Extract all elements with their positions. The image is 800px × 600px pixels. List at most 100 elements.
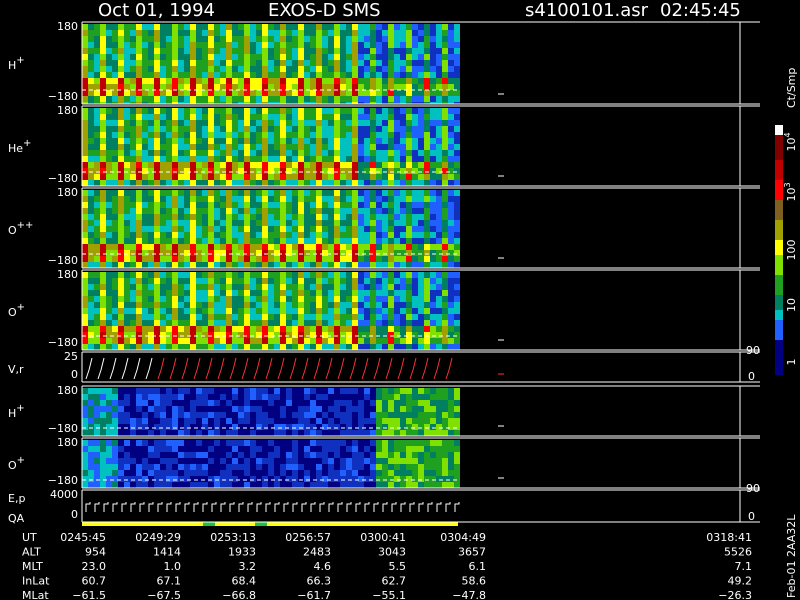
spectrogram-cell bbox=[406, 256, 412, 262]
spectrogram-cell bbox=[142, 84, 148, 90]
spectrogram-cell bbox=[346, 308, 352, 314]
spectrogram-cell bbox=[418, 452, 424, 458]
spectrogram-cell bbox=[370, 470, 376, 476]
spectrogram-cell bbox=[364, 84, 370, 90]
spectrogram-cell bbox=[358, 482, 364, 488]
spectrogram-cell bbox=[166, 424, 172, 430]
spectrogram-cell bbox=[352, 208, 358, 214]
spectrogram-cell bbox=[190, 244, 196, 250]
spectrogram-cell bbox=[304, 190, 310, 196]
spectrogram-cell bbox=[394, 320, 400, 326]
spectrogram-cell bbox=[88, 256, 94, 262]
spectrogram-cell bbox=[382, 214, 388, 220]
spectrogram-cell bbox=[250, 162, 256, 168]
spectrogram-cell bbox=[112, 290, 118, 296]
spectrogram-cell bbox=[298, 296, 304, 302]
spectrogram-cell bbox=[136, 238, 142, 244]
spectrogram-cell bbox=[196, 430, 202, 436]
spectrogram-cell bbox=[256, 452, 262, 458]
spectrogram-cell bbox=[310, 180, 316, 186]
spectrogram-cell bbox=[256, 120, 262, 126]
spectrogram-cell bbox=[226, 244, 232, 250]
spectrogram-cell bbox=[370, 226, 376, 232]
spectrogram-cell bbox=[436, 464, 442, 470]
spectrogram-cell bbox=[340, 180, 346, 186]
spectrogram-cell bbox=[172, 54, 178, 60]
spectrogram-cell bbox=[106, 388, 112, 394]
spectrogram-cell bbox=[112, 126, 118, 132]
spectrogram-cell bbox=[100, 162, 106, 168]
spectrogram-cell bbox=[328, 78, 334, 84]
spectrogram-cell bbox=[394, 138, 400, 144]
spectrogram-cell bbox=[250, 458, 256, 464]
spectrogram-cell bbox=[412, 458, 418, 464]
spectrogram-cell bbox=[346, 244, 352, 250]
spectrogram-cell bbox=[82, 482, 88, 488]
spectrogram-cell bbox=[184, 180, 190, 186]
spectrogram-cell bbox=[358, 308, 364, 314]
spectrogram-cell bbox=[334, 144, 340, 150]
spectrogram-cell bbox=[100, 338, 106, 344]
spectrogram-cell bbox=[214, 388, 220, 394]
spectrogram-cell bbox=[418, 144, 424, 150]
spectrogram-cell bbox=[112, 344, 118, 350]
spectrogram-cell bbox=[232, 220, 238, 226]
spectrogram-cell bbox=[382, 126, 388, 132]
spectrogram-cell bbox=[430, 244, 436, 250]
spectrogram-cell bbox=[262, 84, 268, 90]
spectrogram-cell bbox=[454, 144, 460, 150]
spectrogram-cell bbox=[172, 394, 178, 400]
spectrogram-cell bbox=[316, 72, 322, 78]
spectrogram-cell bbox=[430, 54, 436, 60]
spectrogram-cell bbox=[238, 72, 244, 78]
spectrogram-cell bbox=[196, 464, 202, 470]
spectrogram-cell bbox=[232, 476, 238, 482]
spectrogram-cell bbox=[304, 308, 310, 314]
spectrogram-cell bbox=[382, 424, 388, 430]
spectrogram-cell bbox=[376, 314, 382, 320]
spectrogram-cell bbox=[238, 332, 244, 338]
spectrogram-cell bbox=[106, 42, 112, 48]
spectrogram-cell bbox=[436, 250, 442, 256]
spectrogram-cell bbox=[154, 452, 160, 458]
spectrogram-cell bbox=[406, 430, 412, 436]
spectrogram-cell bbox=[334, 220, 340, 226]
spectrogram-cell bbox=[160, 278, 166, 284]
spectrogram-cell bbox=[442, 272, 448, 278]
spectrogram-cell bbox=[226, 476, 232, 482]
spectrogram-cell bbox=[430, 78, 436, 84]
spectrogram-cell bbox=[382, 262, 388, 268]
spectrogram-cell bbox=[238, 174, 244, 180]
spectrogram-cell bbox=[244, 90, 250, 96]
colorbar-label: 100 bbox=[785, 240, 798, 261]
spectrogram-cell bbox=[244, 144, 250, 150]
spectrogram-cell bbox=[358, 144, 364, 150]
spectrogram-cell bbox=[160, 400, 166, 406]
spectrogram-cell bbox=[334, 458, 340, 464]
spectrogram-cell bbox=[262, 66, 268, 72]
spectrogram-cell bbox=[454, 36, 460, 42]
spectrogram-cell bbox=[82, 150, 88, 156]
spectrogram-cell bbox=[136, 446, 142, 452]
spectrogram-cell bbox=[286, 162, 292, 168]
spectrogram-cell bbox=[160, 114, 166, 120]
spectrogram-cell bbox=[184, 66, 190, 72]
spectrogram-cell bbox=[340, 458, 346, 464]
spectrogram-cell bbox=[220, 430, 226, 436]
spectrogram-cell bbox=[256, 320, 262, 326]
spectrogram-cell bbox=[88, 54, 94, 60]
spectrogram-cell bbox=[436, 202, 442, 208]
panel-label-base: V,r bbox=[8, 363, 24, 376]
spectrogram-cell bbox=[418, 458, 424, 464]
spectrogram-cell bbox=[220, 332, 226, 338]
spectrogram-cell bbox=[382, 96, 388, 102]
spectrogram-cell bbox=[340, 326, 346, 332]
spectrogram-cell bbox=[190, 208, 196, 214]
spectrogram-cell bbox=[94, 440, 100, 446]
spectrogram-cell bbox=[88, 458, 94, 464]
spectrogram-cell bbox=[268, 476, 274, 482]
spectrogram-cell bbox=[118, 482, 124, 488]
spectrogram-cell bbox=[376, 60, 382, 66]
spectrogram-cell bbox=[352, 232, 358, 238]
spectrogram-cell bbox=[202, 388, 208, 394]
